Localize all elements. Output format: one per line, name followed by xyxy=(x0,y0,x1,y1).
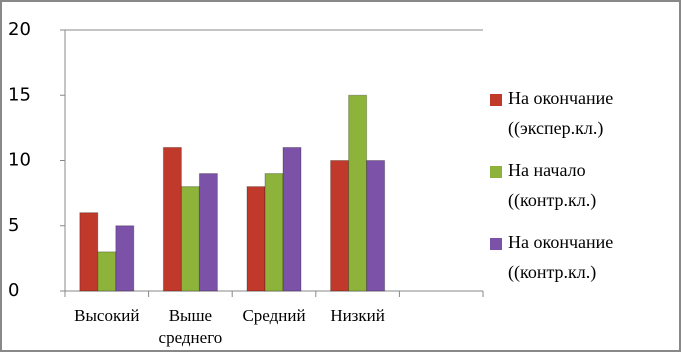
y-tick-label: 5 xyxy=(8,215,19,236)
bar xyxy=(198,173,218,292)
bar xyxy=(162,146,182,292)
x-tick-label: Средний xyxy=(242,306,305,325)
bar xyxy=(282,146,302,292)
legend-swatch xyxy=(490,94,502,106)
bar xyxy=(97,251,117,292)
legend-label: На окончание ((контр.кл.) xyxy=(508,232,613,283)
x-tick-label: Высокий xyxy=(74,306,139,325)
bar xyxy=(115,225,135,292)
bar xyxy=(330,160,350,292)
bar xyxy=(79,212,99,292)
y-tick-label: 0 xyxy=(8,280,19,301)
legend-label: На начало ((контр.кл.) xyxy=(508,160,596,211)
bar xyxy=(246,186,266,292)
legend-swatch xyxy=(490,238,502,250)
legend-label: На окончание ((экспер.кл.) xyxy=(508,88,613,139)
y-tick-label: 20 xyxy=(8,19,31,40)
x-tick-label: Выше среднего xyxy=(159,306,223,347)
legend-swatch xyxy=(490,166,502,178)
bar xyxy=(264,173,284,292)
x-tick-label: Низкий xyxy=(330,306,385,325)
bar xyxy=(180,186,200,292)
y-tick-label: 10 xyxy=(8,150,31,171)
y-tick-label: 15 xyxy=(8,84,31,105)
bar xyxy=(348,94,368,292)
bar xyxy=(366,160,386,292)
